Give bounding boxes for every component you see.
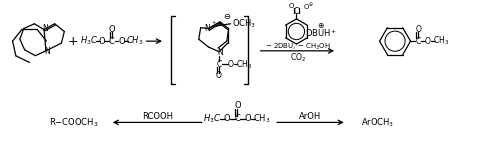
Text: ArOCH$_3$: ArOCH$_3$ [361,116,394,129]
Text: C: C [416,37,421,46]
Text: N: N [204,24,210,33]
Text: CO$_2$: CO$_2$ [290,51,306,64]
Text: OCH$_3$: OCH$_3$ [232,18,256,30]
Text: $CH_3$: $CH_3$ [126,35,144,47]
Text: DBUH$^+$: DBUH$^+$ [304,28,336,39]
Text: $^+$: $^+$ [210,21,216,27]
Text: CH$_3$: CH$_3$ [434,35,450,47]
Text: O: O [234,102,240,111]
Text: O: O [289,3,294,9]
Text: +: + [68,35,78,48]
Text: $-$ 2DBU, $-$ CH$_3$OH: $-$ 2DBU, $-$ CH$_3$OH [266,42,332,52]
Text: O: O [108,25,115,34]
Text: R$-$COOCH$_3$: R$-$COOCH$_3$ [50,116,98,129]
Text: CH$_3$: CH$_3$ [236,58,252,71]
Text: O: O [425,37,431,46]
Text: C: C [234,114,240,123]
Text: N: N [44,47,50,56]
Text: $H_3C$: $H_3C$ [203,112,222,125]
Text: C: C [109,37,114,46]
Text: ArOH: ArOH [300,112,322,121]
Text: N: N [217,48,223,57]
Text: O$^{\ominus}$: O$^{\ominus}$ [303,1,314,12]
Text: O: O [98,37,105,46]
Text: RCOOH: RCOOH [142,112,172,121]
Text: $\ominus$: $\ominus$ [222,11,231,20]
Text: O: O [216,71,222,80]
Text: $H_3C$: $H_3C$ [80,35,98,47]
Text: C: C [294,7,299,16]
Text: O: O [245,114,252,123]
Text: O: O [118,37,124,46]
Text: CH$_3$: CH$_3$ [253,112,270,125]
Text: O: O [224,114,230,123]
Text: N: N [42,24,48,33]
Text: O: O [416,25,421,34]
Text: C: C [216,60,222,69]
Text: $\oplus$: $\oplus$ [317,21,324,30]
Text: O: O [228,60,234,69]
